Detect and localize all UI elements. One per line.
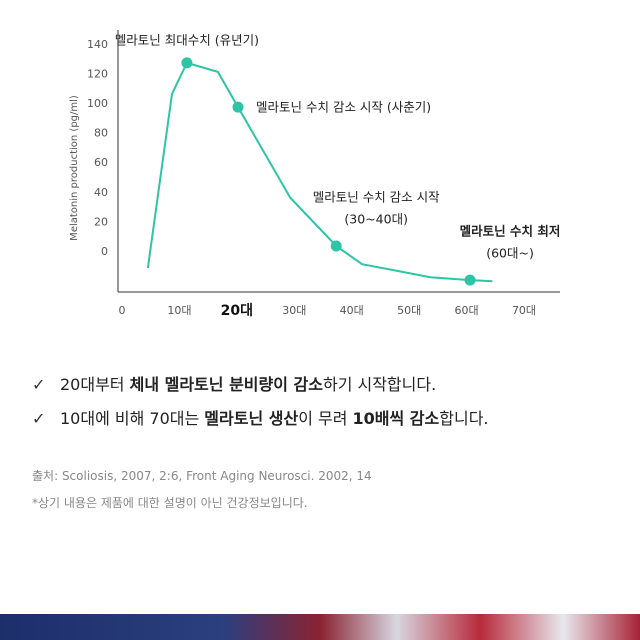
- bullet-text: 멜라토닌 생산: [204, 409, 299, 428]
- x-tick-label: 50대: [397, 304, 421, 317]
- source: 출처: Scoliosis, 2007, 2:6, Front Aging Ne…: [32, 469, 372, 483]
- y-tick-label: 140: [87, 38, 108, 51]
- bullet-text: 20대부터: [60, 375, 130, 394]
- y-tick-label: 20: [94, 215, 108, 228]
- chart: Melatonin production (pg/ml) 0 20 40 60 80 10…: [69, 30, 561, 319]
- x-tick-label: 20대: [221, 303, 253, 319]
- bullet: ✓ 10대에 비해 70대는 멜라토닌 생산이 무려 10배씩 감소합니다.: [32, 402, 489, 436]
- bullet-text: 이 무려: [298, 409, 353, 428]
- y-tick-label: 0: [101, 245, 108, 258]
- annotation: 멜라토닌 최대수치 (유년기): [115, 32, 259, 47]
- bullet-list: ✓ 20대부터 체내 멜라토닌 분비량이 감소하기 시작합니다. ✓ 10대에 비해 …: [32, 368, 489, 436]
- bullet-text: 합니다.: [439, 409, 489, 428]
- notes: 출처: Scoliosis, 2007, 2:6, Front Aging Ne…: [32, 463, 372, 517]
- y-axis-label: Melatonin production (pg/ml): [69, 95, 80, 241]
- annotation: 멜라토닌 수치 감소 시작 (사춘기): [256, 100, 431, 115]
- point-marker: [464, 274, 476, 286]
- y-tick-label: 120: [87, 67, 108, 80]
- x-tick-label: 40대: [340, 304, 364, 317]
- flag-banner: [0, 614, 640, 640]
- check-icon: ✓: [32, 375, 46, 394]
- bullet: ✓ 20대부터 체내 멜라토닌 분비량이 감소하기 시작합니다.: [32, 368, 489, 402]
- point-marker: [181, 57, 193, 69]
- bullet-text: 10대에 비해 70대는: [60, 409, 205, 428]
- annotation: 멜라토닌 수치 감소 시작: [313, 189, 440, 204]
- y-tick-label: 100: [87, 97, 108, 110]
- y-tick-label: 40: [94, 186, 108, 199]
- check-icon: ✓: [32, 409, 46, 428]
- point-marker: [330, 240, 342, 252]
- x-tick-label: 0: [119, 304, 126, 317]
- x-tick-label: 70대: [512, 304, 536, 317]
- point-marker: [232, 101, 244, 113]
- annotation: 멜라토닌 수치 최저: [460, 224, 561, 239]
- annotation: (30~40대): [344, 211, 408, 226]
- x-tick-label: 30대: [282, 304, 306, 317]
- bullet-text: 10배씩 감소: [352, 409, 440, 428]
- x-tick-label: 10대: [167, 304, 191, 317]
- disclaimer: *상기 내용은 제품에 대한 설명이 아닌 건강정보입니다.: [32, 496, 308, 510]
- annotation: (60대~): [486, 246, 534, 261]
- line: [146, 61, 493, 283]
- y-tick-label: 60: [94, 156, 108, 169]
- y-tick-label: 80: [94, 127, 108, 140]
- bullet-text: 하기 시작합니다.: [322, 375, 437, 394]
- bullet-text: 체내 멜라토닌 분비량이 감소: [129, 375, 323, 394]
- x-tick-label: 60대: [455, 304, 479, 317]
